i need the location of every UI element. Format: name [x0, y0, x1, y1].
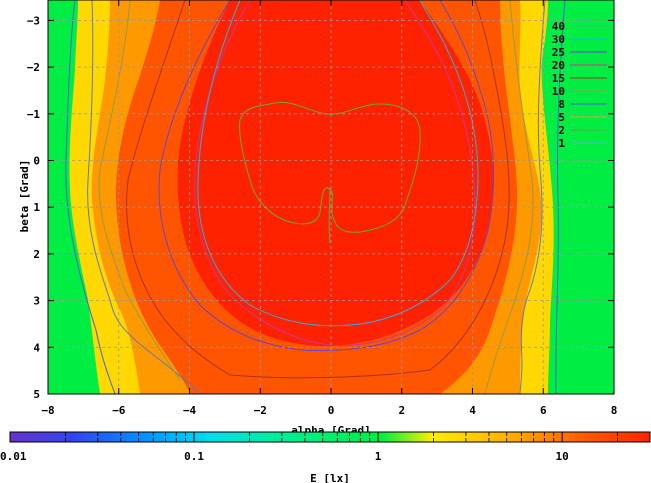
colorbar-tick-label: 10	[556, 450, 569, 463]
y-tick-label: 3	[33, 295, 40, 308]
contour-line-4	[519, 0, 546, 394]
contour-legend-entry: 15	[552, 72, 607, 85]
y-tick-label: 4	[33, 341, 40, 354]
colorbar-label: E [lx]	[310, 472, 350, 483]
x-tick-label: −2	[254, 404, 267, 417]
contour-line-2	[555, 0, 566, 394]
contour-line-9	[194, 0, 476, 346]
contour-legend-label: 1	[558, 137, 565, 150]
x-tick-label: −8	[41, 404, 54, 417]
y-tick-label: 2	[33, 248, 40, 261]
x-tick-label: −6	[112, 404, 126, 417]
contour-lines	[65, 0, 566, 394]
contour-line-inner-spike	[328, 187, 331, 244]
colorbar-tick-label: 1	[375, 450, 382, 463]
contour-legend-label: 25	[552, 46, 565, 59]
x-tick-label: 6	[540, 404, 547, 417]
contour-line-inner	[239, 101, 421, 233]
y-tick-label: −1	[27, 108, 41, 121]
contour-legend-label: 5	[558, 111, 565, 124]
contour-line-7	[126, 0, 510, 379]
heatmap	[48, 0, 614, 394]
contour-legend-entry: 8	[558, 98, 607, 111]
y-tick-label: 5	[33, 388, 40, 401]
contour-legend-entry: 10	[552, 85, 607, 98]
x-tick-label: 0	[328, 404, 335, 417]
y-tick-label: 0	[33, 155, 40, 168]
contour-legend-label: 15	[552, 72, 565, 85]
contour-line-3	[87, 0, 201, 394]
contour-legend-label: 40	[552, 20, 565, 33]
contour-legend-entry: 40	[552, 20, 607, 33]
contour-legend-label: 30	[552, 33, 565, 46]
contour-legend-entry: 1	[558, 137, 607, 150]
x-tick-label: −4	[183, 404, 197, 417]
contour-line-1	[65, 0, 116, 394]
colorbar-labels: 0.01 0.1 1 10	[0, 450, 569, 463]
heatmap-region-red	[177, 0, 494, 347]
contour-line-6	[484, 0, 534, 394]
colorbar-tick-label: 0.1	[184, 450, 204, 463]
contour-legend-entry: 25	[552, 46, 607, 59]
contour-legend-label: 20	[552, 59, 565, 72]
x-tick-label: 2	[398, 404, 405, 417]
colorbar-tick-label: 0.01	[0, 450, 27, 463]
contour-line-8	[158, 0, 494, 351]
contour-legend-label: 2	[558, 124, 565, 137]
y-tick-label: −2	[27, 61, 40, 74]
contour-line-10	[197, 0, 479, 327]
colorbar-ticks	[9, 432, 651, 442]
grid	[48, 0, 614, 394]
y-tick-label: −3	[27, 14, 40, 27]
contour-legend-label: 8	[558, 98, 565, 111]
contour-legend-entry: 20	[552, 59, 607, 72]
y-axis-label: beta [Grad]	[18, 160, 31, 233]
colorbar: 0.01 0.1 1 10 E [lx]	[0, 431, 651, 483]
x-tick-label: 8	[611, 404, 618, 417]
contour-legend-entry: 30	[552, 33, 607, 46]
contour-legend-label: 10	[552, 85, 565, 98]
y-tick-label: 1	[33, 201, 40, 214]
x-tick-label: 4	[469, 404, 476, 417]
contour-legend-entry: 5	[558, 111, 607, 124]
contour-legend-entry: 2	[558, 124, 607, 137]
x-axis: −8 −6 −4 −2 0 2 4 6 8	[41, 0, 617, 417]
